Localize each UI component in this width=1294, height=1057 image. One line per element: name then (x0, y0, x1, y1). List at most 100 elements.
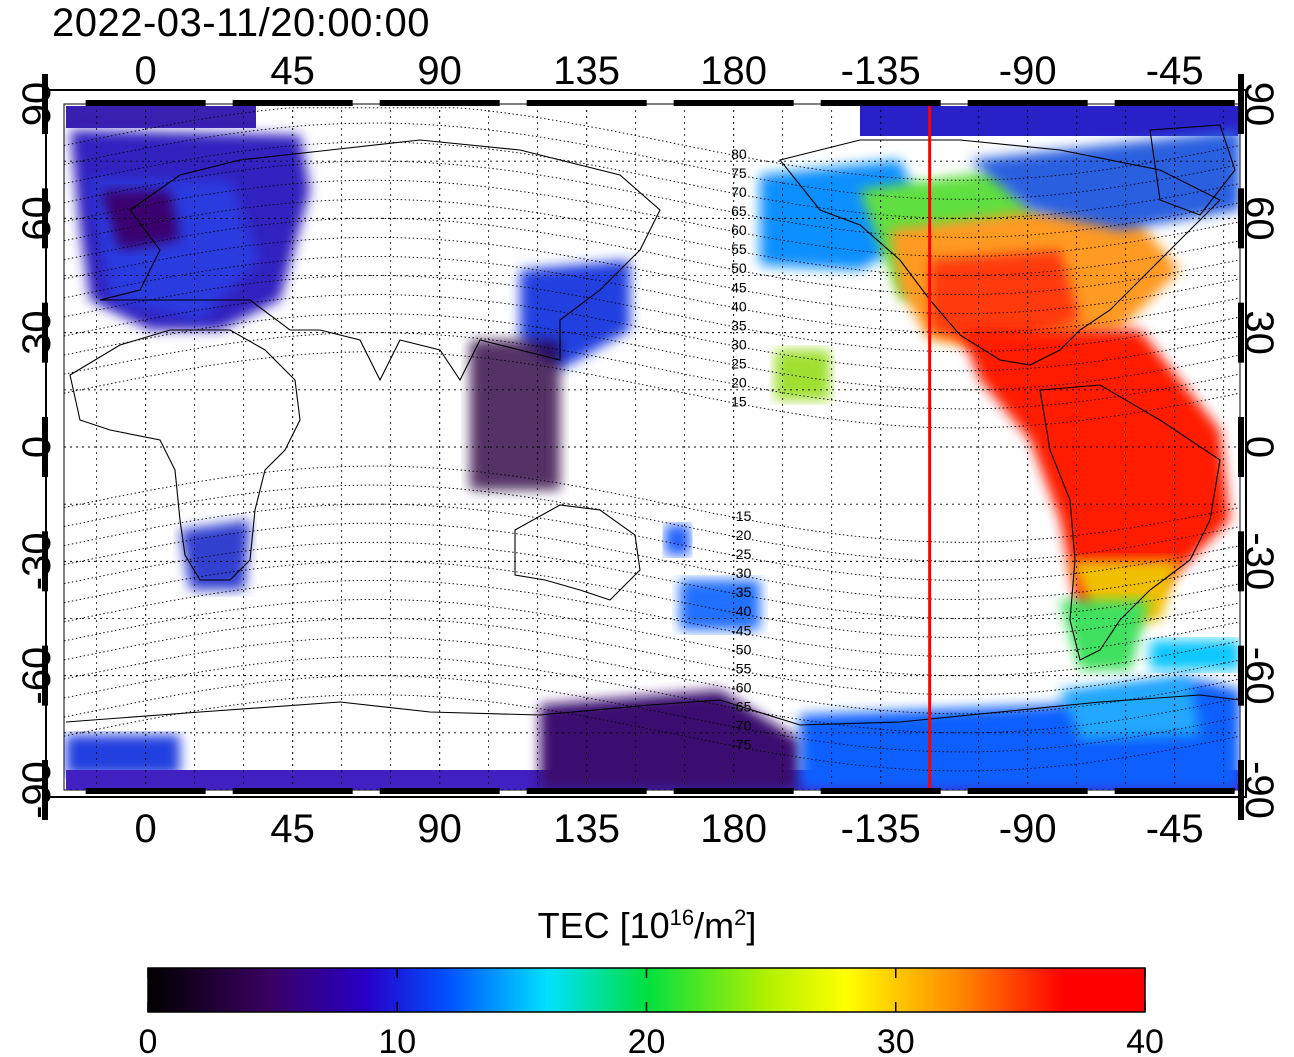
lon-tick-bar-bottom (673, 788, 794, 794)
lat-tick-bar-left (42, 531, 48, 592)
lon-tick-bar-top (526, 100, 647, 106)
colorbar-tick-label: 30 (877, 1023, 915, 1057)
maglat-contour (64, 107, 1240, 181)
lat-tick-bar-right (1238, 645, 1244, 706)
lon-tick-bottom: 90 (417, 807, 462, 851)
lon-tick-bottom: -90 (999, 807, 1057, 851)
maglat-label: 40 (731, 298, 747, 314)
maglat-label: 65 (731, 203, 747, 219)
lon-tick-bar-top (967, 100, 1088, 106)
lon-tick-top: 180 (700, 49, 767, 93)
maglat-label: 30 (731, 336, 747, 352)
lat-tick-right: -90 (1237, 761, 1281, 819)
maglat-label: -60 (731, 679, 751, 695)
north-america-outline (779, 139, 1221, 366)
lon-tick-bar-top (673, 100, 794, 106)
colorbar-tick-label: 0 (139, 1023, 158, 1057)
lat-tick-bar-left (42, 417, 48, 477)
lat-tick-bar-left (42, 760, 48, 820)
lon-tick-bottom: -45 (1146, 807, 1204, 851)
lon-tick-bar-bottom (232, 788, 353, 794)
maglat-label: -50 (731, 641, 751, 657)
maglat-label: 15 (731, 394, 747, 410)
lat-tick-bar-left (42, 74, 48, 134)
greenland-outline (1149, 124, 1236, 216)
maglat-label: -15 (731, 508, 751, 524)
colorbar-ticks: 0 10 20 30 40 (139, 968, 1164, 1057)
lon-tick-bar-bottom (967, 788, 1088, 794)
lat-lon-grid (64, 103, 1240, 791)
lon-tick-top: 90 (417, 49, 462, 93)
lat-tick-left: 0 (15, 436, 59, 458)
antarctica-outline (65, 694, 1240, 726)
lat-tick-left: 30 (15, 310, 59, 355)
maglat-label: 55 (731, 241, 747, 257)
lon-tick-top: -90 (999, 49, 1057, 93)
lat-tick-left: -30 (15, 532, 59, 590)
lat-tick-right: 30 (1237, 310, 1281, 355)
lon-tick-bar-top (232, 100, 353, 106)
lat-tick-right: -60 (1237, 647, 1281, 705)
maglat-label: 70 (731, 184, 747, 200)
lat-tick-bar-right (1238, 302, 1244, 363)
lat-tick-left: 90 (15, 82, 59, 127)
colorbar-tick-label: 20 (628, 1023, 666, 1057)
maglat-label: 50 (731, 260, 747, 276)
lat-tick-left: 60 (15, 196, 59, 241)
lon-tick-bar-bottom (526, 788, 647, 794)
lat-tick-bar-right (1238, 74, 1244, 134)
lon-tick-bar-top (1114, 100, 1235, 106)
maglat-label: -75 (731, 737, 751, 753)
maglat-label: -35 (731, 584, 751, 600)
lon-tick-top: 45 (270, 49, 315, 93)
lon-tick-bottom: 135 (553, 807, 620, 851)
maglat-label: -70 (731, 718, 751, 734)
lon-tick-bar-top (379, 100, 500, 106)
lon-tick-bar-top (820, 100, 941, 106)
lat-tick-left: -90 (15, 761, 59, 819)
lon-tick-bar-bottom (1114, 788, 1235, 794)
lat-tick-bar-left (42, 645, 48, 706)
lat-tick-left: -60 (15, 647, 59, 705)
lat-tick-right: 60 (1237, 196, 1281, 241)
maglat-label: 45 (731, 279, 747, 295)
lat-tick-bar-right (1238, 417, 1244, 477)
africa-outline (69, 329, 301, 581)
maglat-label: -45 (731, 622, 751, 638)
maglat-label: 25 (731, 355, 747, 371)
maglat-label: 60 (731, 222, 747, 238)
coastlines (65, 124, 1240, 726)
maglat-label: -25 (731, 546, 751, 562)
lon-tick-bottom: 180 (700, 807, 767, 851)
maglat-label: 80 (731, 146, 747, 162)
lon-tick-bar-bottom (379, 788, 500, 794)
maglat-label: -40 (731, 603, 751, 619)
lon-tick-bottom: 0 (135, 807, 157, 851)
lon-tick-bar-bottom (820, 788, 941, 794)
lat-tick-bar-right (1238, 188, 1244, 249)
lat-tick-bar-right (1238, 760, 1244, 820)
lon-tick-bottom: -135 (841, 807, 921, 851)
magnetic-latitude-contours: 80 75 70 65 60 55 50 45 40 35 30 25 20 15 -15 -20 -25 -30… (64, 107, 1240, 772)
lon-tick-top: -45 (1146, 49, 1204, 93)
lon-tick-top: -135 (841, 49, 921, 93)
maglat-label: 75 (731, 165, 747, 181)
lon-tick-bar-bottom (85, 788, 206, 794)
lon-tick-bottom: 45 (270, 807, 315, 851)
lat-tick-right: 90 (1237, 82, 1281, 127)
lat-tick-right: 0 (1237, 436, 1281, 458)
maglat-label: 35 (731, 317, 747, 333)
australia-outline (514, 504, 641, 601)
axis-ticks: 0045459090135135180180-135-135-90-90-45-… (15, 49, 1281, 851)
lon-tick-top: 135 (553, 49, 620, 93)
colorbar-tick-label: 10 (378, 1023, 416, 1057)
maglat-label: -30 (731, 565, 751, 581)
lon-tick-top: 0 (135, 49, 157, 93)
maglat-label: -55 (731, 660, 751, 676)
south-america-outline (1039, 384, 1221, 661)
lon-tick-bar-top (85, 100, 206, 106)
maglat-label: -20 (731, 527, 751, 543)
colorbar-tick-label: 40 (1126, 1023, 1164, 1057)
maglat-label: 20 (731, 375, 747, 391)
